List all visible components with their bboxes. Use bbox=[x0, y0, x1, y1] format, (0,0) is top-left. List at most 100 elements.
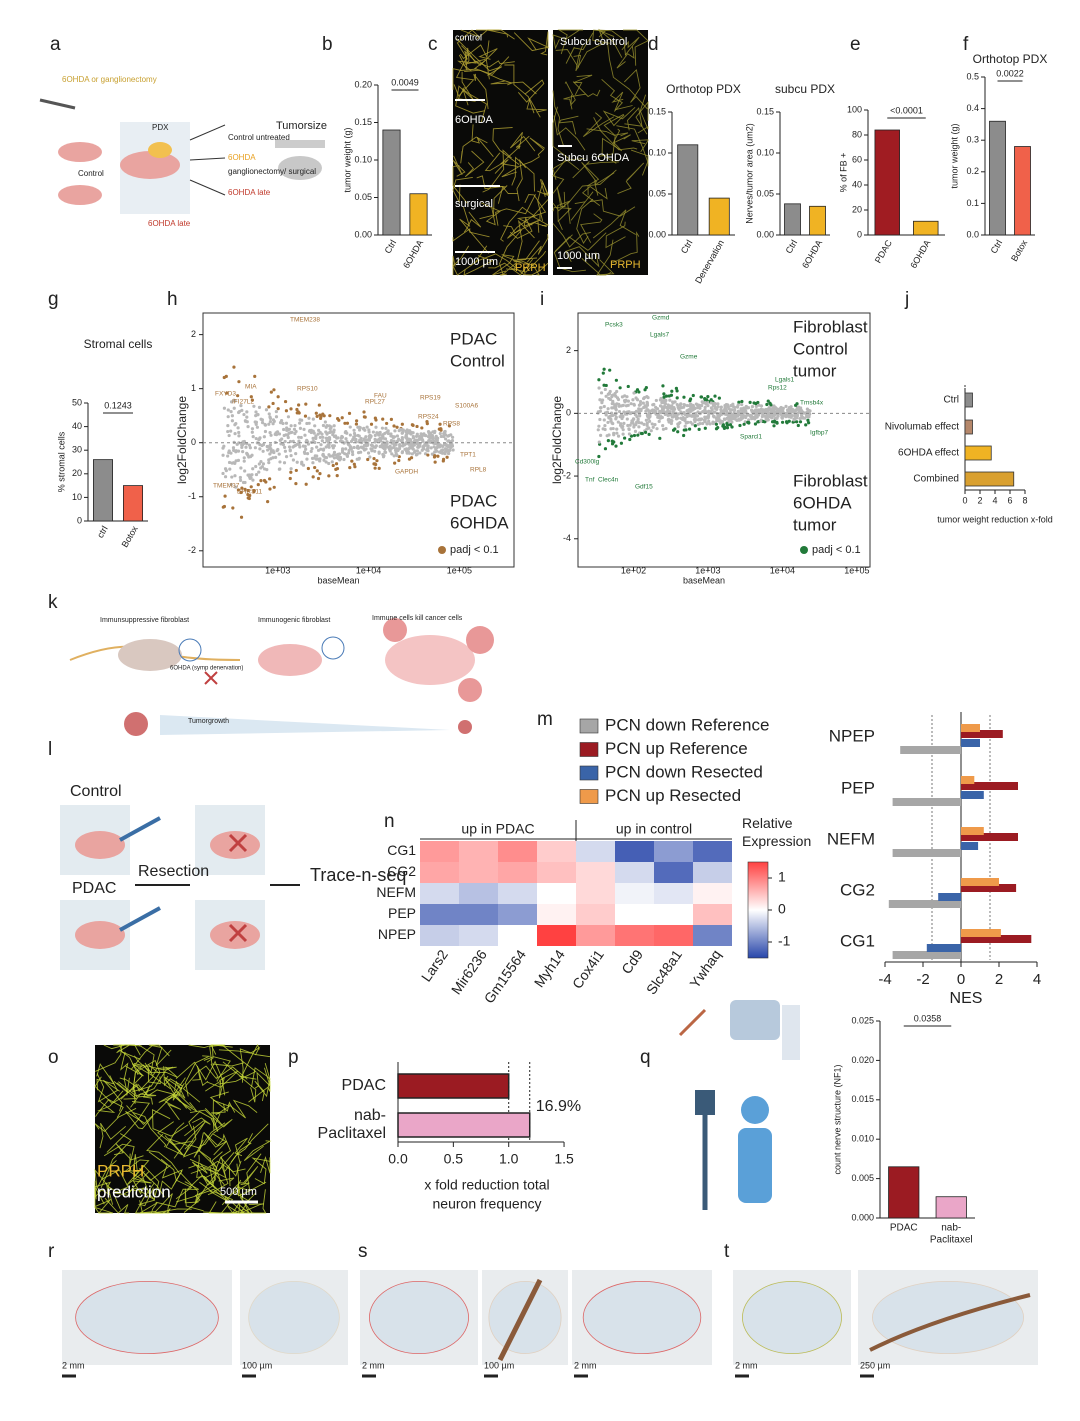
point bbox=[670, 407, 674, 411]
y-tick-label: Ctrl bbox=[943, 395, 959, 406]
y-tick-label: 0.010 bbox=[851, 1134, 874, 1144]
significant-point bbox=[721, 423, 725, 427]
point bbox=[397, 446, 402, 451]
point bbox=[440, 451, 445, 455]
x-tick-label: 0 bbox=[962, 495, 967, 505]
significant-point bbox=[297, 411, 301, 415]
point bbox=[226, 424, 230, 428]
significant-point bbox=[313, 465, 317, 470]
point bbox=[621, 432, 625, 436]
point bbox=[353, 434, 357, 438]
nerve-fiber bbox=[492, 254, 515, 276]
significant-point bbox=[268, 487, 272, 491]
point bbox=[254, 422, 258, 426]
point bbox=[284, 421, 289, 425]
point bbox=[327, 445, 331, 449]
y-tick-label: CG1 bbox=[840, 931, 875, 950]
heatmap-cell bbox=[693, 841, 732, 862]
point bbox=[247, 443, 252, 447]
point bbox=[606, 407, 610, 411]
significant-point bbox=[687, 427, 692, 431]
point bbox=[632, 391, 636, 395]
point bbox=[237, 430, 241, 435]
x-tick-label: 4 bbox=[1033, 971, 1041, 988]
point bbox=[736, 409, 741, 413]
point bbox=[698, 421, 702, 426]
point bbox=[740, 402, 744, 407]
point bbox=[808, 409, 812, 413]
significant-point bbox=[407, 457, 412, 461]
point bbox=[637, 403, 642, 407]
point bbox=[625, 395, 629, 399]
heatmap-cell bbox=[654, 883, 693, 904]
point bbox=[615, 431, 619, 435]
scale-label: 100 µm bbox=[484, 1360, 514, 1370]
point bbox=[624, 398, 628, 402]
point bbox=[248, 446, 252, 450]
bar bbox=[961, 782, 1018, 790]
nerve-fiber bbox=[476, 175, 504, 204]
significant-point bbox=[606, 439, 610, 443]
p-value: 0.0022 bbox=[996, 68, 1024, 78]
significant-point bbox=[318, 413, 322, 417]
cancer-cell bbox=[458, 678, 482, 702]
group-label: Fibroblast bbox=[793, 317, 868, 336]
nerve-fiber bbox=[210, 1103, 226, 1126]
y-tick-label: 0 bbox=[857, 229, 862, 239]
point bbox=[655, 427, 659, 431]
nerve-fiber bbox=[481, 202, 501, 226]
x-tick-label: Paclitaxel bbox=[930, 1235, 973, 1246]
point bbox=[415, 452, 419, 456]
point bbox=[330, 460, 334, 464]
point bbox=[222, 444, 226, 448]
point bbox=[297, 443, 301, 447]
schematic-l bbox=[60, 805, 300, 970]
point bbox=[687, 409, 691, 413]
fibroblast bbox=[118, 639, 182, 671]
point bbox=[441, 444, 445, 448]
point bbox=[431, 430, 435, 434]
point bbox=[650, 422, 654, 426]
point bbox=[605, 434, 609, 438]
y-axis-label: % stromal cells bbox=[56, 431, 66, 492]
nerve-fiber bbox=[260, 1155, 271, 1174]
bar bbox=[961, 827, 984, 835]
significant-point bbox=[337, 418, 341, 422]
point bbox=[292, 427, 297, 431]
point bbox=[635, 414, 639, 419]
significant-point bbox=[306, 466, 310, 471]
point bbox=[354, 437, 358, 442]
point bbox=[347, 448, 351, 453]
point bbox=[739, 416, 743, 420]
point bbox=[226, 454, 230, 458]
point bbox=[321, 435, 325, 439]
bar bbox=[989, 120, 1006, 236]
nerve-fiber bbox=[218, 1046, 261, 1056]
point bbox=[597, 386, 601, 390]
point bbox=[609, 411, 614, 415]
point bbox=[614, 394, 618, 398]
point bbox=[654, 398, 658, 403]
significant-point bbox=[352, 462, 356, 466]
bar bbox=[382, 129, 401, 236]
point bbox=[264, 408, 269, 412]
nerve-fiber bbox=[630, 149, 649, 176]
image-label: 1000 µm bbox=[557, 250, 600, 262]
point bbox=[388, 447, 392, 451]
bar bbox=[809, 205, 826, 236]
point bbox=[318, 435, 322, 440]
syringe bbox=[119, 816, 161, 842]
point bbox=[386, 431, 390, 436]
point bbox=[647, 426, 651, 430]
significant-point bbox=[294, 468, 298, 473]
point bbox=[648, 414, 652, 419]
point bbox=[596, 428, 600, 432]
nerve-fiber bbox=[142, 1209, 171, 1214]
nerve-fiber bbox=[251, 1157, 270, 1185]
nerve-fiber bbox=[180, 1172, 215, 1204]
y-tick-label: 30 bbox=[72, 445, 82, 455]
point bbox=[787, 413, 791, 417]
significant-point bbox=[350, 459, 354, 463]
nerve-fiber bbox=[460, 136, 488, 164]
point bbox=[293, 424, 297, 428]
